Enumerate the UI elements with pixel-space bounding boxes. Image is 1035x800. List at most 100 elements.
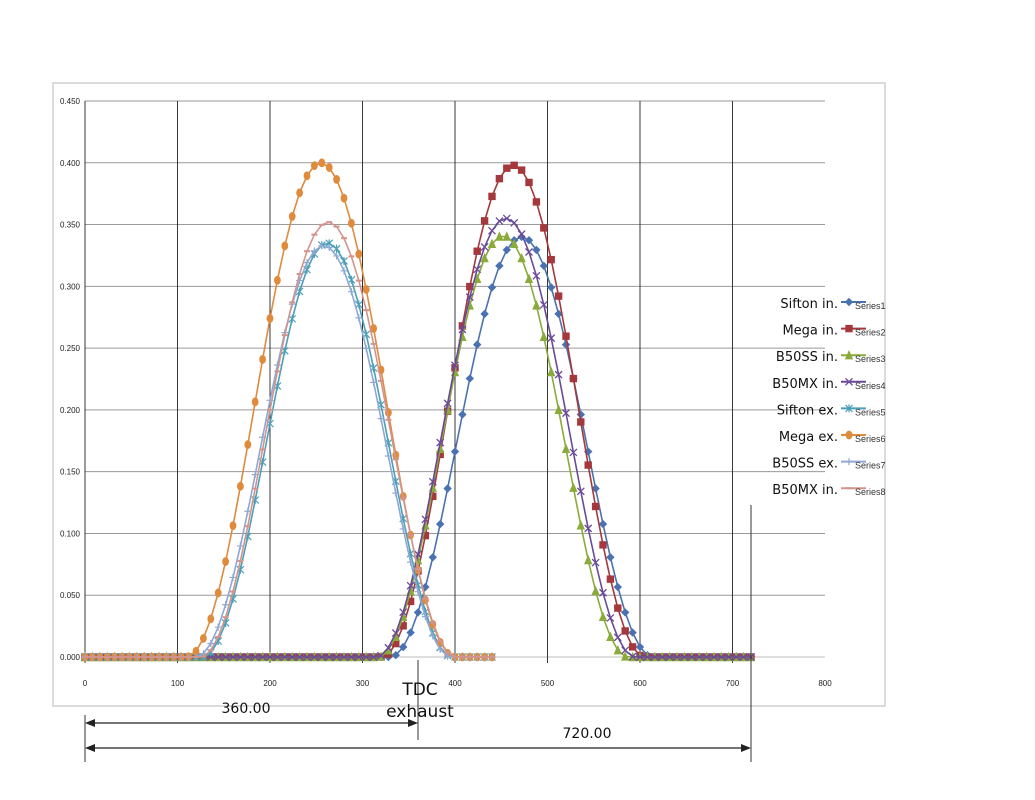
data-point [413,608,423,617]
data-point [628,628,637,637]
data-point [473,265,482,274]
data-point [310,247,318,255]
data-point [606,614,615,622]
data-point [517,230,526,239]
data-point [214,653,223,661]
data-point [569,448,578,457]
data-point [347,288,355,296]
data-point [237,481,244,491]
data-point [311,161,318,171]
data-point [259,354,266,364]
data-point [354,653,363,661]
data-point [318,242,326,250]
data-point [539,261,548,271]
dimension-360-label: 360.00 [222,701,271,717]
data-point [554,292,563,300]
data-point [392,639,400,648]
data-point [348,218,355,228]
legend-series-code: Series5 [855,407,886,417]
series-layer [80,158,756,662]
data-point [466,282,474,291]
x-tick-label: 700 [726,679,740,688]
data-point [221,653,230,661]
exhaust-label: exhaust [386,702,454,722]
data-point [540,224,548,232]
data-point [318,158,326,168]
data-point [480,252,489,263]
data-point [325,653,334,661]
data-point [561,443,571,453]
data-point [465,374,474,383]
data-point [710,653,718,661]
data-point [362,344,370,352]
data-point [724,653,733,661]
legend-swatch-marker [845,324,853,333]
data-point [288,653,297,661]
data-point [355,249,363,259]
data-point [488,192,496,201]
legend-swatch-marker [845,458,853,466]
data-point [695,653,704,661]
data-point [236,542,244,550]
legend-label: Sifton ex. [777,403,838,418]
data-point [384,643,393,652]
x-tick-label: 0 [83,679,88,688]
data-point [554,370,563,379]
y-tick-label: 0.000 [60,653,81,662]
data-point [429,492,437,501]
data-point [717,653,726,661]
data-point [347,653,356,661]
data-point [192,646,200,656]
data-point [658,653,667,661]
data-point [591,585,600,596]
data-point [273,361,281,369]
data-point [613,633,622,642]
data-point [399,525,407,533]
x-axis-ticks: 0 100 200 300 400 500 600 700 800 [83,679,832,688]
data-point [370,324,377,333]
data-point [332,244,341,253]
data-point [295,653,304,661]
data-point [436,438,445,447]
data-point [399,608,408,617]
data-point [621,646,630,655]
data-point [502,214,511,223]
data-point [333,252,341,260]
data-point [562,332,570,340]
data-point [406,581,415,590]
x-tick-label: 600 [633,679,647,688]
data-point [576,520,585,530]
data-point [569,374,578,383]
data-point [436,450,444,459]
legend-series-code: Series7 [855,461,886,471]
legend-series-code: Series4 [855,381,886,391]
data-point [584,554,593,565]
data-point [673,653,681,661]
data-point [303,259,311,267]
data-point [421,531,430,540]
data-point [510,218,519,227]
data-point [391,629,400,638]
data-point [421,515,430,524]
y-tick-label: 0.250 [60,344,81,353]
data-point [428,553,437,562]
data-point [650,653,659,661]
legend-swatch-marker [845,430,853,440]
data-point [635,642,645,652]
legend-series-code: Series6 [855,434,886,444]
data-point [732,653,741,661]
data-point [207,614,215,624]
data-point [614,604,622,612]
data-point [539,331,548,341]
data-point [525,248,533,256]
data-point [584,524,593,533]
data-point [502,245,511,255]
data-point [243,653,252,661]
data-point [407,558,415,566]
data-point [281,241,289,251]
legend-label: Mega in. [782,324,838,339]
legend: Sifton in. Series1 Mega in. Series2 B50SS in… [772,297,885,498]
x-tick-label: 800 [818,679,832,688]
data-point [303,171,311,181]
